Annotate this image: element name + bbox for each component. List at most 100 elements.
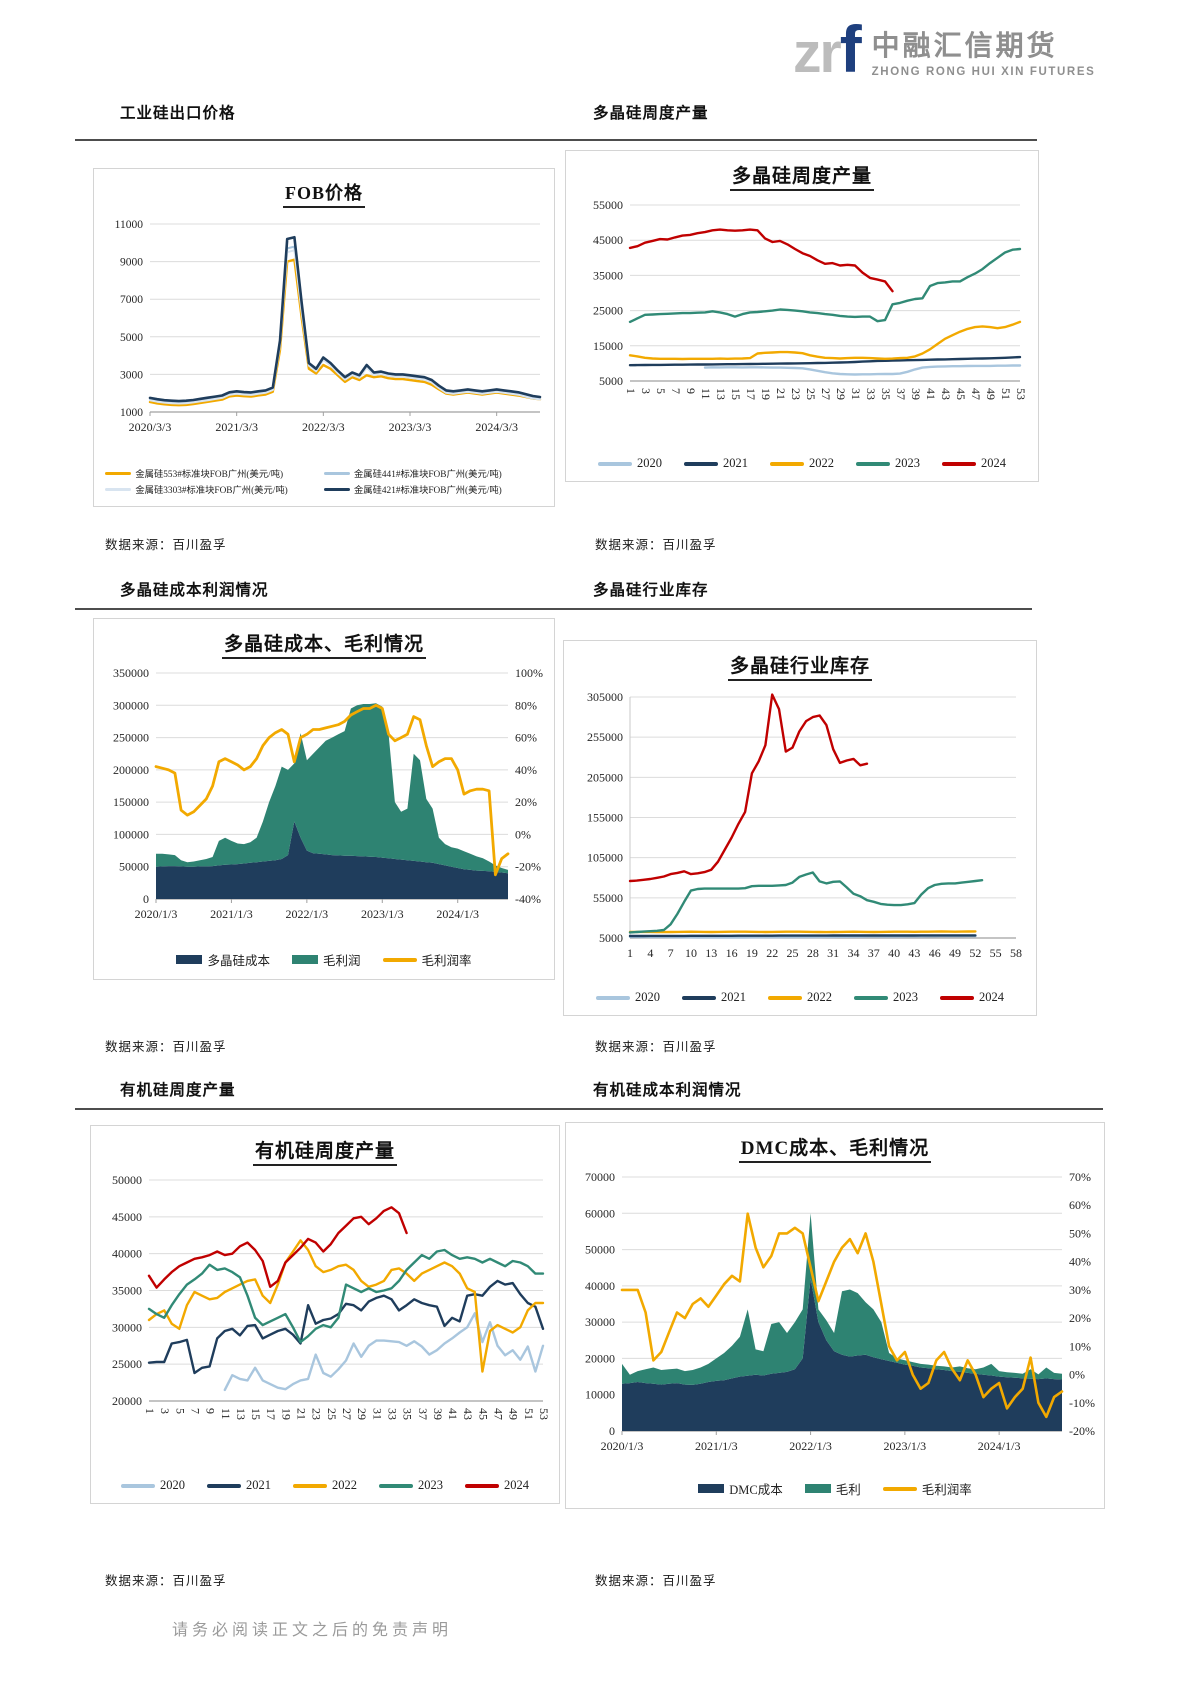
svg-text:16: 16: [726, 946, 738, 960]
legend-swatch-line: [684, 461, 718, 466]
svg-text:51: 51: [999, 388, 1013, 400]
legend-label: 2022: [332, 1478, 357, 1492]
legend-label: 2024: [981, 456, 1006, 470]
legend-item: DMC成本: [698, 1479, 783, 1498]
legend-label: 金属硅421#标准块FOB广州(美元/吨): [354, 486, 502, 496]
svg-text:25000: 25000: [593, 304, 623, 318]
chart-title-dmc-cost-profit: DMC成本、毛利情况: [738, 1133, 932, 1163]
svg-text:2021/1/3: 2021/1/3: [695, 1439, 738, 1453]
svg-text:2024/1/3: 2024/1/3: [978, 1439, 1021, 1453]
svg-text:2021/1/3: 2021/1/3: [210, 907, 253, 921]
legend-item: 2023: [856, 456, 920, 471]
legend-swatch-line: [465, 1483, 499, 1488]
svg-text:47: 47: [969, 388, 983, 400]
svg-text:3000: 3000: [120, 369, 143, 381]
legend-swatch-line: [324, 487, 350, 491]
footer-disclaimer: 请务必阅读正文之后的免责声明: [172, 1622, 453, 1639]
svg-text:3: 3: [158, 1408, 172, 1414]
svg-text:60%: 60%: [1069, 1198, 1091, 1212]
svg-text:30%: 30%: [1069, 1283, 1091, 1297]
svg-text:300000: 300000: [113, 698, 149, 712]
legend-item: 2020: [121, 1478, 185, 1493]
legend-swatch-line: [598, 461, 632, 466]
legend-label: 2020: [635, 990, 660, 1004]
svg-text:37: 37: [894, 388, 908, 400]
logo-company-name-en: ZHONG RONG HUI XIN FUTURES: [871, 65, 1096, 78]
svg-text:25: 25: [804, 388, 818, 400]
svg-text:37: 37: [416, 1408, 430, 1420]
legend-label: DMC成本: [729, 1483, 783, 1497]
svg-text:5: 5: [173, 1408, 187, 1414]
svg-text:5000: 5000: [599, 931, 623, 945]
polysilicon-weekly-output-legend: 2020 2021 2022 2023 2024: [598, 456, 1006, 471]
svg-text:35000: 35000: [112, 1284, 142, 1298]
legend-swatch-box: [291, 955, 318, 964]
legend-item: 2021: [684, 456, 748, 471]
legend-label: 2024: [504, 1478, 529, 1492]
legend-swatch-line: [682, 995, 716, 1000]
polysilicon-inventory-legend: 2020 2021 2022 2023 2024: [596, 990, 1004, 1005]
svg-text:40%: 40%: [1069, 1255, 1091, 1269]
svg-text:30000: 30000: [112, 1320, 142, 1334]
svg-text:305000: 305000: [587, 690, 623, 704]
svg-text:35: 35: [401, 1408, 415, 1420]
svg-text:41: 41: [924, 388, 938, 400]
svg-text:50%: 50%: [1069, 1226, 1091, 1240]
svg-text:2020/3/3: 2020/3/3: [129, 420, 172, 434]
legend-swatch-line: [324, 471, 350, 475]
legend-swatch-line: [105, 471, 132, 475]
section-title-polysilicon-inventory: 多晶硅行业库存: [593, 582, 709, 599]
svg-text:40000: 40000: [585, 1279, 615, 1293]
svg-text:2024/1/3: 2024/1/3: [436, 907, 479, 921]
svg-text:39: 39: [909, 388, 923, 400]
svg-text:255000: 255000: [587, 730, 623, 744]
chart-box-fob-price: FOB价格 1000 3000 5000 7000 9000 11000 2020/3/3 2…: [93, 168, 555, 507]
svg-text:58: 58: [1010, 946, 1022, 960]
svg-text:50000: 50000: [119, 860, 149, 874]
svg-text:10000: 10000: [585, 1388, 615, 1402]
dmc-cost-profit-plot: 0 10000 20000 30000 40000 50000 60000 70000 70% 6…: [585, 1170, 1095, 1453]
svg-text:33: 33: [385, 1408, 399, 1420]
svg-text:19: 19: [759, 388, 773, 400]
legend-swatch-line: [770, 461, 804, 466]
svg-text:39: 39: [431, 1408, 445, 1420]
svg-text:2021/3/3: 2021/3/3: [215, 420, 258, 434]
svg-text:80%: 80%: [515, 698, 537, 712]
legend-item: 2023: [854, 990, 918, 1005]
legend-swatch-line: [379, 1483, 413, 1488]
svg-text:2023/3/3: 2023/3/3: [389, 420, 432, 434]
legend-item: 2022: [293, 1478, 357, 1493]
legend-swatch-line: [596, 995, 630, 1000]
legend-label: 毛利: [835, 1483, 861, 1497]
legend-swatch-line: [121, 1483, 155, 1488]
legend-label: 2021: [721, 990, 746, 1004]
chart-title-silicone-weekly-output: 有机硅周度产量: [252, 1136, 397, 1166]
legend-swatch-line: [940, 995, 974, 1000]
svg-text:7: 7: [188, 1408, 202, 1414]
svg-text:31: 31: [849, 388, 863, 400]
svg-text:25: 25: [787, 946, 799, 960]
svg-text:27: 27: [819, 388, 833, 400]
chart-box-silicone-weekly-output: 有机硅周度产量 20000 25000 30000 35000 40000 45000 50…: [90, 1125, 560, 1504]
section-rule-3: [75, 1108, 1103, 1110]
svg-text:105000: 105000: [587, 851, 623, 865]
legend-swatch-line: [207, 1483, 241, 1488]
svg-text:40%: 40%: [515, 763, 537, 777]
svg-text:30000: 30000: [585, 1315, 615, 1329]
logo-zrf-mark: zrf: [793, 16, 862, 82]
svg-text:350000: 350000: [113, 666, 149, 680]
legend-item: 毛利润率: [382, 950, 472, 969]
svg-text:50000: 50000: [112, 1173, 142, 1187]
section-title-polysilicon-cost-profit: 多晶硅成本利润情况: [120, 582, 269, 599]
svg-text:2024/3/3: 2024/3/3: [475, 420, 518, 434]
svg-text:49: 49: [507, 1408, 521, 1420]
svg-text:21: 21: [774, 388, 788, 400]
legend-label: 2024: [979, 990, 1004, 1004]
svg-text:20000: 20000: [585, 1351, 615, 1365]
legend-label: 2021: [246, 1478, 271, 1492]
svg-text:45: 45: [954, 388, 968, 400]
svg-text:2022/1/3: 2022/1/3: [286, 907, 329, 921]
svg-text:100%: 100%: [515, 666, 543, 680]
section-rule-2: [75, 608, 1032, 610]
